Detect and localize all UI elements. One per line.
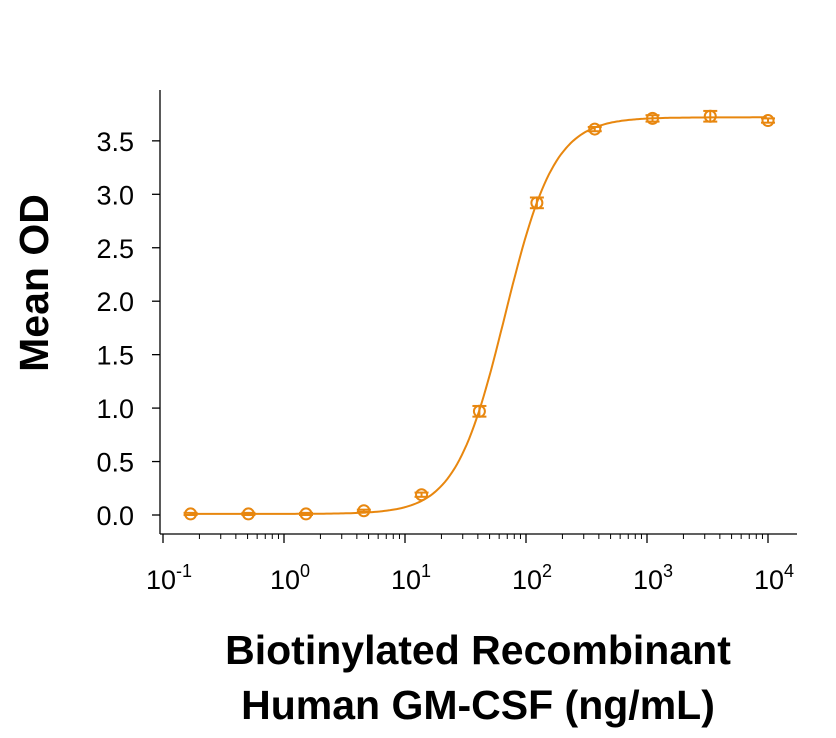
data-point — [645, 111, 660, 125]
data-points — [183, 109, 775, 521]
data-point — [299, 507, 314, 521]
point-marker — [588, 122, 602, 136]
data-point — [183, 507, 198, 521]
y-tick-label: 1.5 — [96, 341, 134, 371]
y-tick-label: 0.5 — [96, 448, 134, 478]
axes — [152, 90, 797, 543]
y-tick-label: 3.0 — [96, 180, 134, 210]
x-axis-label-line2: Human GM-CSF (ng/mL) — [241, 682, 715, 728]
point-marker — [299, 507, 313, 521]
x-tick-labels: 10-1 100 101 102 103 104 — [146, 561, 794, 595]
data-point — [761, 114, 775, 128]
data-point — [529, 196, 544, 210]
y-tick-label: 1.0 — [96, 394, 134, 424]
point-marker — [184, 507, 198, 521]
point-marker — [703, 109, 717, 123]
point-marker — [415, 488, 429, 502]
point-marker — [241, 507, 255, 521]
y-tick-label: 3.5 — [96, 127, 134, 157]
point-marker — [646, 111, 660, 125]
data-point — [241, 507, 256, 521]
y-tick-labels: 0.0 0.5 1.0 1.5 2.0 2.5 3.0 3.5 — [96, 127, 134, 531]
x-tick-label: 101 — [391, 561, 431, 595]
y-tick-label: 2.5 — [96, 234, 134, 264]
y-axis-label: Mean OD — [11, 194, 57, 372]
y-tick-label: 2.0 — [96, 287, 134, 317]
data-point — [703, 109, 718, 123]
x-tick-label: 104 — [754, 561, 794, 595]
x-tick-label: 100 — [270, 561, 310, 595]
point-marker — [761, 114, 775, 128]
point-marker — [530, 196, 544, 210]
fit-curve — [190, 116, 767, 515]
data-point — [472, 404, 487, 418]
x-tick-label: 103 — [633, 561, 673, 595]
data-point — [356, 504, 371, 518]
point-marker — [472, 404, 486, 418]
y-tick-label: 0.0 — [96, 501, 134, 531]
point-marker — [357, 504, 371, 518]
x-tick-label: 10-1 — [146, 561, 192, 595]
x-axis-label-line1: Biotinylated Recombinant — [225, 627, 731, 673]
x-tick-label: 102 — [512, 561, 552, 595]
data-point — [587, 122, 602, 136]
data-point — [414, 488, 429, 502]
